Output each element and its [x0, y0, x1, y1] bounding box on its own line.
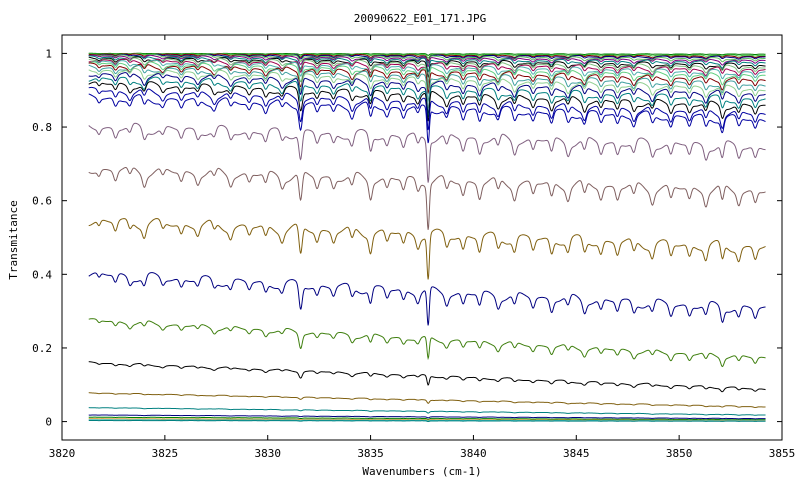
x-tick-label: 3845 — [563, 447, 590, 460]
series-layer — [88, 52, 766, 423]
x-tick-label: 3820 — [49, 447, 76, 460]
series-line — [88, 218, 766, 280]
x-axis-label: Wavenumbers (cm-1) — [362, 465, 481, 478]
y-tick-label: 1 — [45, 47, 52, 60]
y-tick-label: 0.4 — [32, 268, 52, 281]
series-line — [88, 62, 766, 95]
chart-title: 20090622_E01_171.JPG — [354, 12, 486, 25]
series-line — [88, 86, 766, 131]
series-line — [88, 93, 766, 144]
series-line — [88, 419, 766, 423]
series-line — [88, 64, 766, 103]
x-tick-label: 3850 — [666, 447, 693, 460]
series-line — [88, 407, 766, 416]
x-tick-label: 3830 — [254, 447, 281, 460]
plot-frame — [61, 34, 783, 441]
series-line — [88, 318, 766, 368]
series-line — [88, 55, 766, 73]
y-tick-label: 0.6 — [32, 195, 52, 208]
series-line — [88, 416, 766, 421]
series-line — [88, 272, 766, 326]
x-axis-ticks: 3820 3825 3830 3835 3840 3845 3850 3855 — [49, 35, 796, 460]
x-tick-label: 3855 — [769, 447, 796, 460]
series-line — [88, 392, 766, 408]
y-tick-label: 0.8 — [32, 121, 52, 134]
y-axis-ticks: 0 0.2 0.4 0.6 0.8 1 — [32, 47, 782, 429]
series-line — [88, 166, 766, 230]
x-tick-label: 3835 — [357, 447, 384, 460]
series-line — [88, 418, 766, 422]
x-tick-label: 3840 — [460, 447, 487, 460]
y-tick-label: 0.2 — [32, 342, 52, 355]
y-tick-label: 0 — [45, 416, 52, 429]
y-axis-label: Transmitance — [7, 200, 20, 279]
series-line — [88, 52, 766, 59]
series-line — [88, 52, 766, 56]
series-line — [88, 54, 766, 68]
series-line — [88, 361, 766, 393]
series-line — [88, 414, 766, 420]
x-tick-label: 3825 — [152, 447, 179, 460]
series-line — [88, 122, 766, 183]
